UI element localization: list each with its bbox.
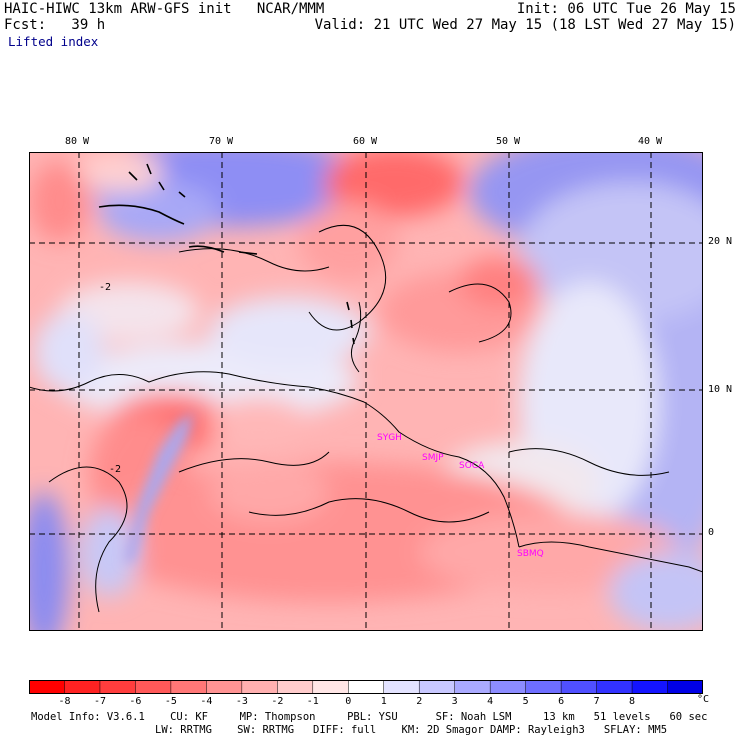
colorbar-tick-label: -4 — [200, 696, 213, 707]
contour-label-1: -2 — [99, 282, 111, 293]
colorbar-unit: °C — [697, 694, 710, 705]
island-bahamas — [128, 163, 186, 198]
colorbar-tick-label: 6 — [558, 696, 565, 707]
station-sbmq: SBMQ — [517, 549, 544, 559]
colorbar-cell — [489, 680, 527, 694]
station-sygh: SYGH — [377, 433, 402, 443]
island-cuba — [98, 204, 185, 225]
colorbar-cell — [206, 680, 243, 694]
lifted-index-map: -2 -2 SYGH SMJP SOCA SBMQ — [29, 152, 703, 631]
colorbar-cell — [383, 680, 420, 694]
contour-line-north — [308, 224, 387, 331]
colorbar-cell — [525, 680, 562, 694]
lat-label-20n: 20 N — [708, 236, 733, 247]
contour-line-central — [48, 466, 128, 613]
contour-line-amazon — [248, 498, 490, 523]
colorbar-tick-label: 3 — [451, 696, 458, 707]
field-name: Lifted index — [8, 34, 99, 49]
lat-label-10n: 10 N — [708, 384, 733, 395]
colorbar-tick-label: 7 — [593, 696, 600, 707]
colorbar-tick-label: -2 — [271, 696, 284, 707]
coastline-northeast-brazil — [518, 541, 703, 573]
colorbar-tick-label: 5 — [522, 696, 529, 707]
colorbar-cell — [277, 680, 314, 694]
colorbar-tick-label: -1 — [306, 696, 319, 707]
colorbar-tick-label: 1 — [380, 696, 387, 707]
colorbar-cell — [631, 680, 669, 694]
colorbar — [29, 680, 703, 694]
colorbar-cell — [348, 680, 385, 694]
colorbar-cell — [64, 680, 101, 694]
map-frame — [29, 152, 703, 631]
contour-line-east — [508, 448, 670, 476]
colorbar-tick-label: 0 — [345, 696, 352, 707]
colorbar-cell — [667, 680, 703, 694]
init-time: Init: 06 UTC Tue 26 May 15 — [516, 1, 736, 17]
lon-label-60w: 60 W — [353, 136, 378, 147]
forecast-hour: Fcst: 39 h — [4, 17, 106, 33]
station-soca: SOCA — [459, 461, 485, 471]
lon-label-50w: 50 W — [496, 136, 521, 147]
colorbar-cell — [170, 680, 208, 694]
contour-label-2: -2 — [109, 464, 121, 475]
colorbar-cell — [135, 680, 172, 694]
colorbar-tick-label: 2 — [416, 696, 423, 707]
model-info-line2: LW: RRTMG SW: RRTMG DIFF: full KM: 2D Sm… — [155, 724, 668, 736]
colorbar-cell — [99, 680, 137, 694]
colorbar-tick-label: -8 — [58, 696, 71, 707]
colorbar-tick-label: -3 — [235, 696, 248, 707]
model-info-line1: Model Info: V3.6.1 CU: KF MP: Thompson P… — [31, 711, 708, 723]
colorbar-tick-label: -7 — [93, 696, 106, 707]
colorbar-cell — [312, 680, 350, 694]
colorbar-tick-label: -6 — [129, 696, 142, 707]
colorbar-cell — [454, 680, 491, 694]
lesser-antilles-chain — [346, 301, 355, 345]
colorbar-cell — [596, 680, 633, 694]
island-hispaniola — [188, 245, 225, 253]
lat-label-0: 0 — [708, 527, 715, 538]
colorbar-cell — [241, 680, 279, 694]
colorbar-cell — [29, 680, 66, 694]
valid-time: Valid: 21 UTC Wed 27 May 15 (18 LST Wed … — [314, 17, 736, 33]
colorbar-tick-label: 4 — [487, 696, 494, 707]
model-title: HAIC-HIWC 13km ARW-GFS init NCAR/MMM — [4, 1, 325, 17]
colorbar-tick-label: -5 — [164, 696, 177, 707]
contour-line-venezuela — [178, 451, 330, 473]
station-smjp: SMJP — [422, 453, 444, 463]
lon-label-40w: 40 W — [638, 136, 663, 147]
lon-label-70w: 70 W — [209, 136, 234, 147]
island-puerto-rico — [238, 251, 258, 255]
contour-line-caribbean — [178, 248, 330, 272]
colorbar-cell — [560, 680, 598, 694]
lon-label-80w: 80 W — [65, 136, 90, 147]
colorbar-cell — [418, 680, 456, 694]
colorbar-tick-label: 8 — [629, 696, 636, 707]
